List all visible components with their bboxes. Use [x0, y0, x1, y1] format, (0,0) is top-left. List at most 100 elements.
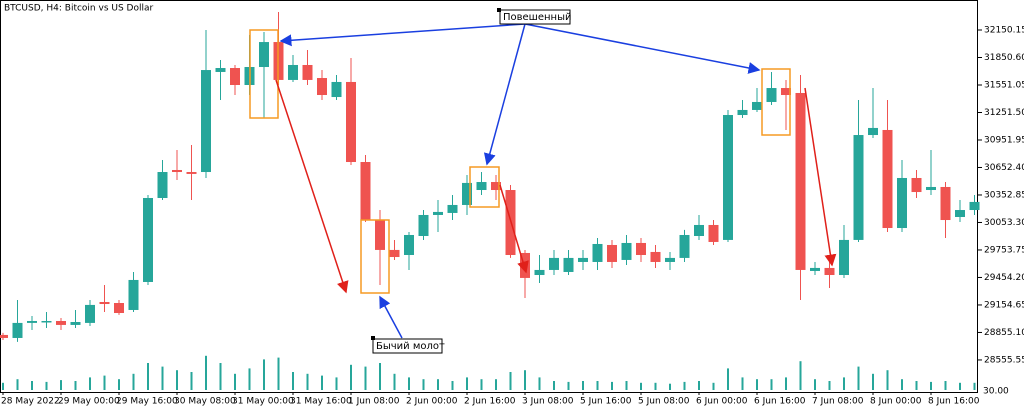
y-tick-label: 28555.55 [984, 355, 1024, 365]
candle-body [868, 127, 878, 136]
candle-body [462, 182, 472, 205]
volume-bar [350, 364, 352, 390]
candle-body [752, 101, 762, 110]
y-tick-label: 29154.65 [984, 300, 1024, 310]
x-tick-label: 2 Jun 00:00 [406, 397, 458, 407]
volume-bar [161, 366, 164, 390]
volume-bar [16, 379, 19, 390]
volume-bar [553, 381, 555, 390]
candle-body [128, 279, 139, 310]
volume-bar [103, 375, 106, 390]
candle-body [360, 162, 371, 221]
volume-bar [118, 379, 120, 390]
candle-body [534, 269, 545, 276]
pattern-box [469, 166, 500, 208]
volume-bar [582, 381, 584, 390]
candle-body [694, 224, 704, 236]
volume-bar [422, 379, 425, 390]
x-tick-label: 5 Jun 08:00 [638, 397, 690, 407]
candle-body [85, 304, 95, 323]
candle-body [41, 320, 52, 323]
plot-frame [0, 0, 978, 393]
volume-bar [567, 381, 570, 390]
volume-bar [930, 381, 932, 390]
volume-bar [872, 373, 874, 390]
volume-bar [509, 372, 512, 390]
candle-body [578, 257, 588, 262]
y-tick-label: 29753.75 [984, 245, 1024, 255]
candle-body [592, 243, 603, 262]
x-tick-label: 8 Jun 00:00 [870, 397, 922, 407]
volume-bar [741, 377, 744, 390]
annotation: Повешенный [503, 12, 571, 23]
arrow [279, 23, 526, 47]
chart-title: BTCUSD, H4: Bitcoin vs US Dollar [4, 4, 153, 14]
x-tick-label: 3 Jun 08:00 [522, 397, 574, 407]
volume-bar [625, 381, 628, 390]
candle-body [911, 177, 922, 193]
x-tick-label: 6 Jun 00:00 [696, 397, 748, 407]
y-tick-label: 30352.85 [984, 190, 1024, 200]
candle-body [882, 129, 893, 229]
x-tick-label: 8 Jun 16:00 [928, 397, 980, 407]
arrows [275, 23, 837, 339]
x-tick-label: 29 May 16:00 [116, 397, 178, 407]
pattern-box [360, 219, 390, 294]
volume-bar [669, 383, 671, 390]
volume-bar [190, 372, 193, 390]
candle-body [708, 224, 719, 242]
candle-body [607, 244, 617, 262]
volume-bar [292, 372, 294, 390]
volume-bar [176, 370, 178, 390]
volume-bar [466, 377, 468, 390]
candle-body [230, 68, 240, 85]
x-tick-label: 1 Jun 08:00 [348, 397, 400, 407]
volume-bar [944, 381, 947, 390]
arrow [499, 184, 529, 274]
candle-body [491, 182, 501, 191]
pattern-box [249, 29, 279, 119]
arrow [804, 87, 837, 267]
volume-bar [857, 366, 860, 390]
candle-body [346, 81, 356, 163]
volume-bar [495, 379, 497, 390]
volume-bar [364, 366, 367, 390]
y-tick-label: 32150.15 [984, 26, 1024, 36]
candle-body [259, 42, 269, 68]
volume-bar [2, 382, 4, 390]
volume-bar [335, 377, 338, 390]
candle-body [172, 169, 182, 173]
x-tick-label: 2 Jun 16:00 [464, 397, 516, 407]
y-tick-label: 31850.60 [984, 53, 1024, 63]
volume-bar [219, 363, 222, 390]
volume-bar [886, 370, 889, 390]
candle-body [12, 322, 23, 338]
volume-bar [611, 381, 613, 390]
volume-bar [698, 381, 700, 390]
volume-bar [437, 379, 439, 390]
candle-body [56, 320, 66, 325]
volume-bar [901, 379, 903, 390]
candle-body [549, 257, 559, 270]
candle-body [215, 68, 226, 72]
candle-body [737, 109, 748, 116]
x-tick-label: 29 May 00:00 [58, 397, 120, 407]
candle-body [389, 249, 400, 258]
candle-body [853, 135, 864, 240]
volume-bar [248, 368, 251, 390]
volume-bar [480, 379, 483, 390]
volume-bar [828, 381, 831, 390]
candle-body [839, 239, 849, 276]
volume-bar [712, 382, 715, 390]
volume-bar [74, 381, 77, 390]
volume-bar [814, 379, 816, 390]
volume-bar [408, 377, 410, 390]
volume-bar [683, 381, 686, 390]
y-tick-label: 30053.30 [984, 218, 1024, 228]
candle-body [636, 242, 646, 255]
x-tick-label: 6 Jun 16:00 [754, 397, 806, 407]
volume-bar [756, 379, 758, 390]
volume-bar [596, 381, 599, 390]
candle-body [404, 234, 414, 255]
